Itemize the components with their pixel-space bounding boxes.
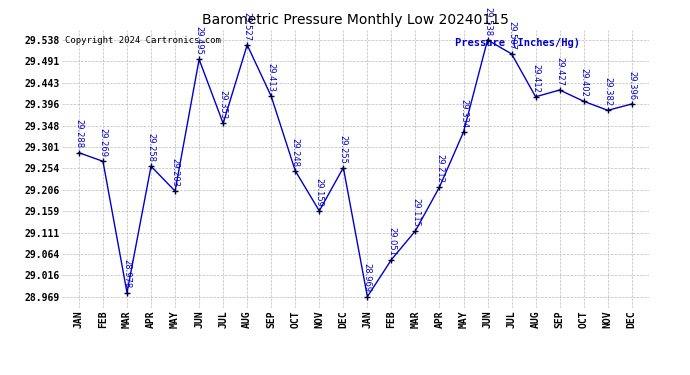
- Text: 28.969: 28.969: [363, 263, 372, 292]
- Text: 29.115: 29.115: [411, 198, 420, 226]
- Text: 29.427: 29.427: [555, 57, 564, 86]
- Text: 29.382: 29.382: [603, 77, 612, 106]
- Text: 29.159: 29.159: [315, 178, 324, 207]
- Text: 29.051: 29.051: [387, 226, 396, 255]
- Text: 29.412: 29.412: [531, 64, 540, 93]
- Title: Barometric Pressure Monthly Low 20240115: Barometric Pressure Monthly Low 20240115: [202, 13, 509, 27]
- Text: 29.413: 29.413: [267, 63, 276, 92]
- Text: 29.538: 29.538: [483, 7, 492, 36]
- Text: 28.978: 28.978: [123, 259, 132, 288]
- Text: Pressure (Inches/Hg): Pressure (Inches/Hg): [455, 38, 580, 48]
- Text: 29.258: 29.258: [146, 133, 155, 162]
- Text: 29.334: 29.334: [459, 99, 468, 128]
- Text: 29.288: 29.288: [75, 120, 83, 148]
- Text: 29.527: 29.527: [243, 12, 252, 41]
- Text: 29.269: 29.269: [99, 128, 108, 157]
- Text: Copyright 2024 Cartronics.com: Copyright 2024 Cartronics.com: [65, 36, 221, 45]
- Text: 29.402: 29.402: [579, 68, 588, 97]
- Text: 29.507: 29.507: [507, 21, 516, 50]
- Text: 29.212: 29.212: [435, 154, 444, 183]
- Text: 29.203: 29.203: [170, 158, 179, 187]
- Text: 29.396: 29.396: [627, 71, 636, 100]
- Text: 29.255: 29.255: [339, 135, 348, 164]
- Text: 29.248: 29.248: [290, 138, 299, 166]
- Text: 29.353: 29.353: [219, 90, 228, 119]
- Text: 29.495: 29.495: [195, 26, 204, 55]
